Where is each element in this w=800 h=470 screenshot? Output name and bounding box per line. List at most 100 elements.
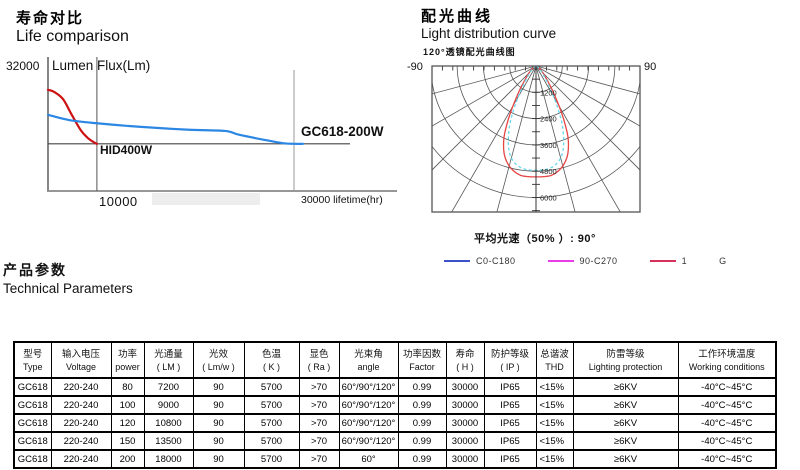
distribution-legend: C0-C180 90-C270 1 G bbox=[444, 254, 759, 268]
table-cell: IP65 bbox=[483, 413, 537, 433]
column-header: 输入电压 Voltage bbox=[50, 341, 112, 379]
table-row: GC618 220-240 80 7200 90 5700 >70 60°/90°/120° 0… bbox=[13, 377, 777, 397]
legend-item: C0-C180 bbox=[444, 256, 516, 266]
column-header-cn: 显色 bbox=[309, 348, 329, 360]
table-cell: GC618 bbox=[13, 431, 52, 451]
column-header-cn: 输入电压 bbox=[61, 348, 100, 360]
column-header-cn: 防护等级 bbox=[490, 348, 529, 360]
column-header: 功率因数 Factor bbox=[397, 341, 447, 379]
table-cell: 30000 bbox=[445, 395, 485, 415]
table-cell: 220-240 bbox=[50, 431, 112, 451]
table-cell: >70 bbox=[298, 431, 340, 451]
column-header-en: THD bbox=[545, 361, 564, 372]
table-cell: 120 bbox=[110, 413, 145, 433]
params-section-title-cn: 产品参数 bbox=[3, 262, 67, 278]
life-y-max-tick: 32000 bbox=[6, 59, 40, 73]
column-header-en: ( Ra ) bbox=[307, 361, 331, 372]
table-cell: >70 bbox=[298, 395, 340, 415]
legend-line-swatch bbox=[444, 260, 470, 262]
legend-label: 1 bbox=[681, 256, 688, 266]
legend-label: G bbox=[719, 256, 727, 266]
table-cell: 90 bbox=[192, 431, 245, 451]
table-cell: 0.99 bbox=[397, 395, 447, 415]
column-header-en: Factor bbox=[409, 361, 435, 372]
light-distribution-chart: 1200 2400 3600 4800 6000 bbox=[431, 65, 641, 213]
radial-tick-label: 2400 bbox=[540, 115, 557, 124]
polar-angle-label-right: 90 bbox=[644, 61, 657, 73]
column-header: 型号 Type bbox=[13, 341, 52, 379]
table-cell: ≥6KV bbox=[572, 413, 679, 433]
table-cell: IP65 bbox=[483, 395, 537, 415]
legend-item: 1 bbox=[649, 256, 688, 266]
table-cell: 7200 bbox=[143, 377, 194, 397]
column-header-cn: 光效 bbox=[208, 348, 228, 360]
table-cell: GC618 bbox=[13, 449, 52, 469]
column-header: 防雷等级 Lighting protection bbox=[572, 341, 679, 379]
column-header: 防护等级( IP ) bbox=[483, 341, 537, 379]
table-cell: IP65 bbox=[483, 431, 537, 451]
life-section-title-en: Life comparison bbox=[16, 28, 129, 45]
distribution-section-title-cn: 配光曲线 bbox=[421, 8, 494, 25]
column-header-cn: 工作环境温度 bbox=[698, 348, 756, 360]
series-GC618-200W bbox=[46, 113, 305, 145]
table-cell: GC618 bbox=[13, 377, 52, 397]
table-cell: >70 bbox=[298, 413, 340, 433]
table-cell: 60°/90°/120° bbox=[338, 413, 399, 433]
life-section-title-cn: 寿命对比 bbox=[16, 10, 85, 27]
table-cell: 5700 bbox=[243, 413, 300, 433]
column-header-cn: 寿命 bbox=[455, 348, 475, 360]
table-cell: 90 bbox=[192, 449, 245, 469]
column-header-en: power bbox=[115, 361, 140, 372]
table-cell: 5700 bbox=[243, 395, 300, 415]
table-cell: -40°C~45°C bbox=[677, 449, 777, 469]
radial-tick-label: 3600 bbox=[540, 141, 557, 150]
table-cell: 150 bbox=[110, 431, 145, 451]
column-header: 光束角 angle bbox=[338, 341, 399, 379]
table-cell: 220-240 bbox=[50, 449, 112, 469]
distribution-section-title-en: Light distribution curve bbox=[421, 26, 557, 41]
table-cell: 30000 bbox=[445, 377, 485, 397]
legend-label: C0-C180 bbox=[476, 256, 516, 266]
table-cell: -40°C~45°C bbox=[677, 431, 777, 451]
radial-tick-label: 4800 bbox=[540, 167, 557, 176]
column-header: 显色( Ra ) bbox=[298, 341, 340, 379]
column-header-cn: 总谐波 bbox=[540, 348, 569, 360]
legend-line-swatch bbox=[547, 260, 574, 262]
table-cell: 18000 bbox=[143, 449, 194, 469]
legend-label: 90-C270 bbox=[579, 256, 618, 266]
column-header-en: Lighting protection bbox=[588, 361, 663, 372]
distribution-subtitle: 120°透镜配光曲线图 bbox=[423, 47, 516, 57]
life-x-tick-30000: 30000 lifetime(hr) bbox=[301, 194, 383, 206]
table-cell: 90 bbox=[192, 395, 245, 415]
column-header: 寿命( H ) bbox=[445, 341, 485, 379]
table-cell: GC618 bbox=[13, 395, 52, 415]
table-cell: 200 bbox=[110, 449, 145, 469]
table-cell: 30000 bbox=[445, 431, 485, 451]
column-header-cn: 型号 bbox=[23, 348, 43, 360]
curve-beam-solid bbox=[502, 66, 570, 178]
column-header-en: ( Lm/w ) bbox=[202, 361, 235, 372]
series-label-gc618: GC618-200W bbox=[301, 124, 384, 139]
table-cell: IP65 bbox=[483, 449, 537, 469]
legend-item: 90-C270 bbox=[547, 256, 618, 266]
table-cell: 60° bbox=[338, 449, 399, 469]
life-y-axis-label: Lumen Flux(Lm) bbox=[52, 58, 151, 73]
table-cell: -40°C~45°C bbox=[677, 395, 777, 415]
series-label-hid400w: HID400W bbox=[100, 143, 153, 157]
column-header: 总谐波 THD bbox=[535, 341, 574, 379]
table-cell: ≥6KV bbox=[572, 395, 679, 415]
table-cell: 60°/90°/120° bbox=[338, 377, 399, 397]
column-header-en: ( IP ) bbox=[500, 361, 520, 372]
curve-beam-dashed bbox=[507, 66, 565, 171]
table-cell: >70 bbox=[298, 449, 340, 469]
table-row: GC618 220-240 200 18000 90 5700 >70 60° 0.99 3000… bbox=[13, 449, 777, 469]
parameters-table: 型号 Type 输入电压 Voltage 功率 power 光通量( LM ) 光效( Lm/… bbox=[13, 341, 777, 469]
table-row: GC618 220-240 100 9000 90 5700 >70 60°/90°/120°… bbox=[13, 395, 777, 415]
table-cell: IP65 bbox=[483, 377, 537, 397]
table-cell: 80 bbox=[110, 377, 145, 397]
table-cell: -40°C~45°C bbox=[677, 413, 777, 433]
table-cell: 60°/90°/120° bbox=[338, 395, 399, 415]
radial-tick-label: 1200 bbox=[540, 88, 557, 97]
series-HID400W bbox=[46, 88, 98, 145]
column-header-cn: 防雷等级 bbox=[606, 348, 645, 360]
